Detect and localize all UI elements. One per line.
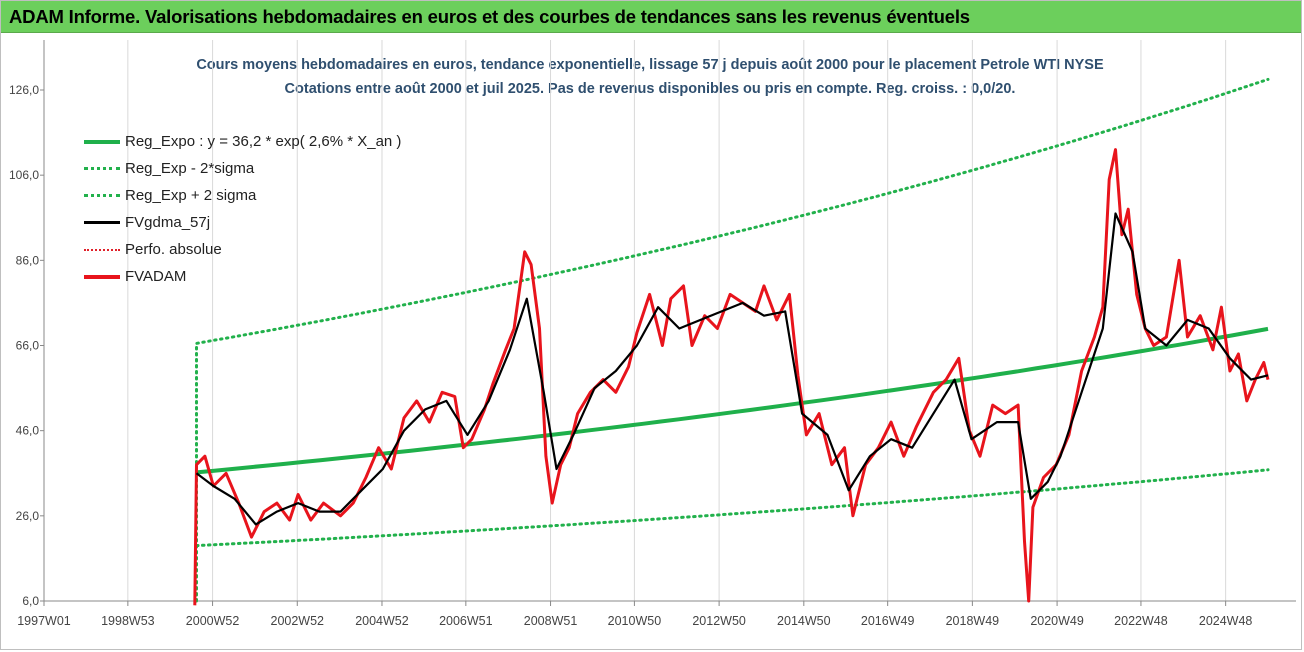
- x-tick-label: 2020W49: [1030, 614, 1084, 628]
- x-tick-label: 2010W50: [608, 614, 662, 628]
- chart-subtitle: Cotations entre août 2000 et juil 2025. …: [285, 81, 1016, 97]
- x-tick-label: 2016W49: [861, 614, 915, 628]
- legend-swatch-reg-exp-minus: [84, 167, 120, 170]
- chart-title: Cours moyens hebdomadaires en euros, ten…: [196, 57, 1104, 73]
- y-tick-label: 66,0: [16, 339, 40, 353]
- legend: Reg_Expo : y = 36,2 * exp( 2,6% * X_an )…: [84, 128, 401, 290]
- series-line-reg: [196, 326, 1269, 475]
- x-axis: 1997W01 1998W53 2000W52 2002W52 2004W52 2006W…: [17, 600, 1296, 628]
- x-tick-label: 2018W49: [946, 614, 1000, 628]
- plot-lines: [193, 77, 1270, 606]
- x-tick-label: 1997W01: [17, 614, 71, 628]
- legend-item-perfo: Perfo. absolue: [84, 236, 401, 263]
- legend-item-reg-exp-minus: Reg_Exp - 2*sigma: [84, 155, 401, 182]
- x-tick-label: 2014W50: [777, 614, 831, 628]
- legend-item-reg-expo: Reg_Expo : y = 36,2 * exp( 2,6% * X_an ): [84, 128, 401, 155]
- x-tick-label: 2006W51: [439, 614, 493, 628]
- legend-swatch-reg-expo: [84, 139, 120, 144]
- legend-swatch-fvgdma: [84, 221, 120, 224]
- x-tick-label: 2022W48: [1114, 614, 1168, 628]
- y-tick-label: 126,0: [9, 83, 39, 97]
- series-line-gdma: [195, 212, 1269, 526]
- legend-label: Reg_Exp + 2 sigma: [125, 187, 257, 204]
- legend-swatch-fvadam: [84, 274, 120, 279]
- legend-label: FVADAM: [125, 268, 187, 285]
- legend-label: Reg_Exp - 2*sigma: [125, 160, 255, 177]
- y-tick-label: 6,0: [22, 594, 39, 608]
- x-tick-label: 2000W52: [186, 614, 240, 628]
- header-banner: ADAM Informe. Valorisations hebdomadaire…: [1, 1, 1301, 33]
- y-tick-label: 46,0: [16, 424, 40, 438]
- grid-lines: [127, 40, 1227, 601]
- legend-swatch-perfo: [84, 248, 120, 251]
- legend-item-reg-exp-plus: Reg_Exp + 2 sigma: [84, 182, 401, 209]
- legend-label: Perfo. absolue: [125, 241, 222, 258]
- x-tick-label: 2002W52: [271, 614, 325, 628]
- series-line-hi: [195, 77, 1270, 603]
- x-tick-label: 2008W51: [524, 614, 578, 628]
- x-tick-label: 1998W53: [101, 614, 155, 628]
- banner-title: ADAM Informe. Valorisations hebdomadaire…: [9, 6, 970, 27]
- x-tick-label: 2012W50: [692, 614, 746, 628]
- legend-swatch-reg-exp-plus: [84, 194, 120, 197]
- x-tick-label: 2024W48: [1199, 614, 1253, 628]
- series-line-lo: [195, 468, 1270, 548]
- legend-label: Reg_Expo : y = 36,2 * exp( 2,6% * X_an ): [125, 133, 402, 150]
- y-axis: 6,0 26,0 46,0 66,0 86,0 106,0 126,0: [9, 40, 45, 608]
- legend-item-fvgdma: FVgdma_57j: [84, 209, 401, 236]
- legend-item-fvadam: FVADAM: [84, 263, 401, 290]
- x-tick-label: 2004W52: [355, 614, 409, 628]
- y-tick-label: 26,0: [16, 509, 40, 523]
- legend-label: FVgdma_57j: [125, 214, 211, 231]
- y-tick-label: 106,0: [9, 168, 39, 182]
- y-tick-label: 86,0: [16, 253, 40, 267]
